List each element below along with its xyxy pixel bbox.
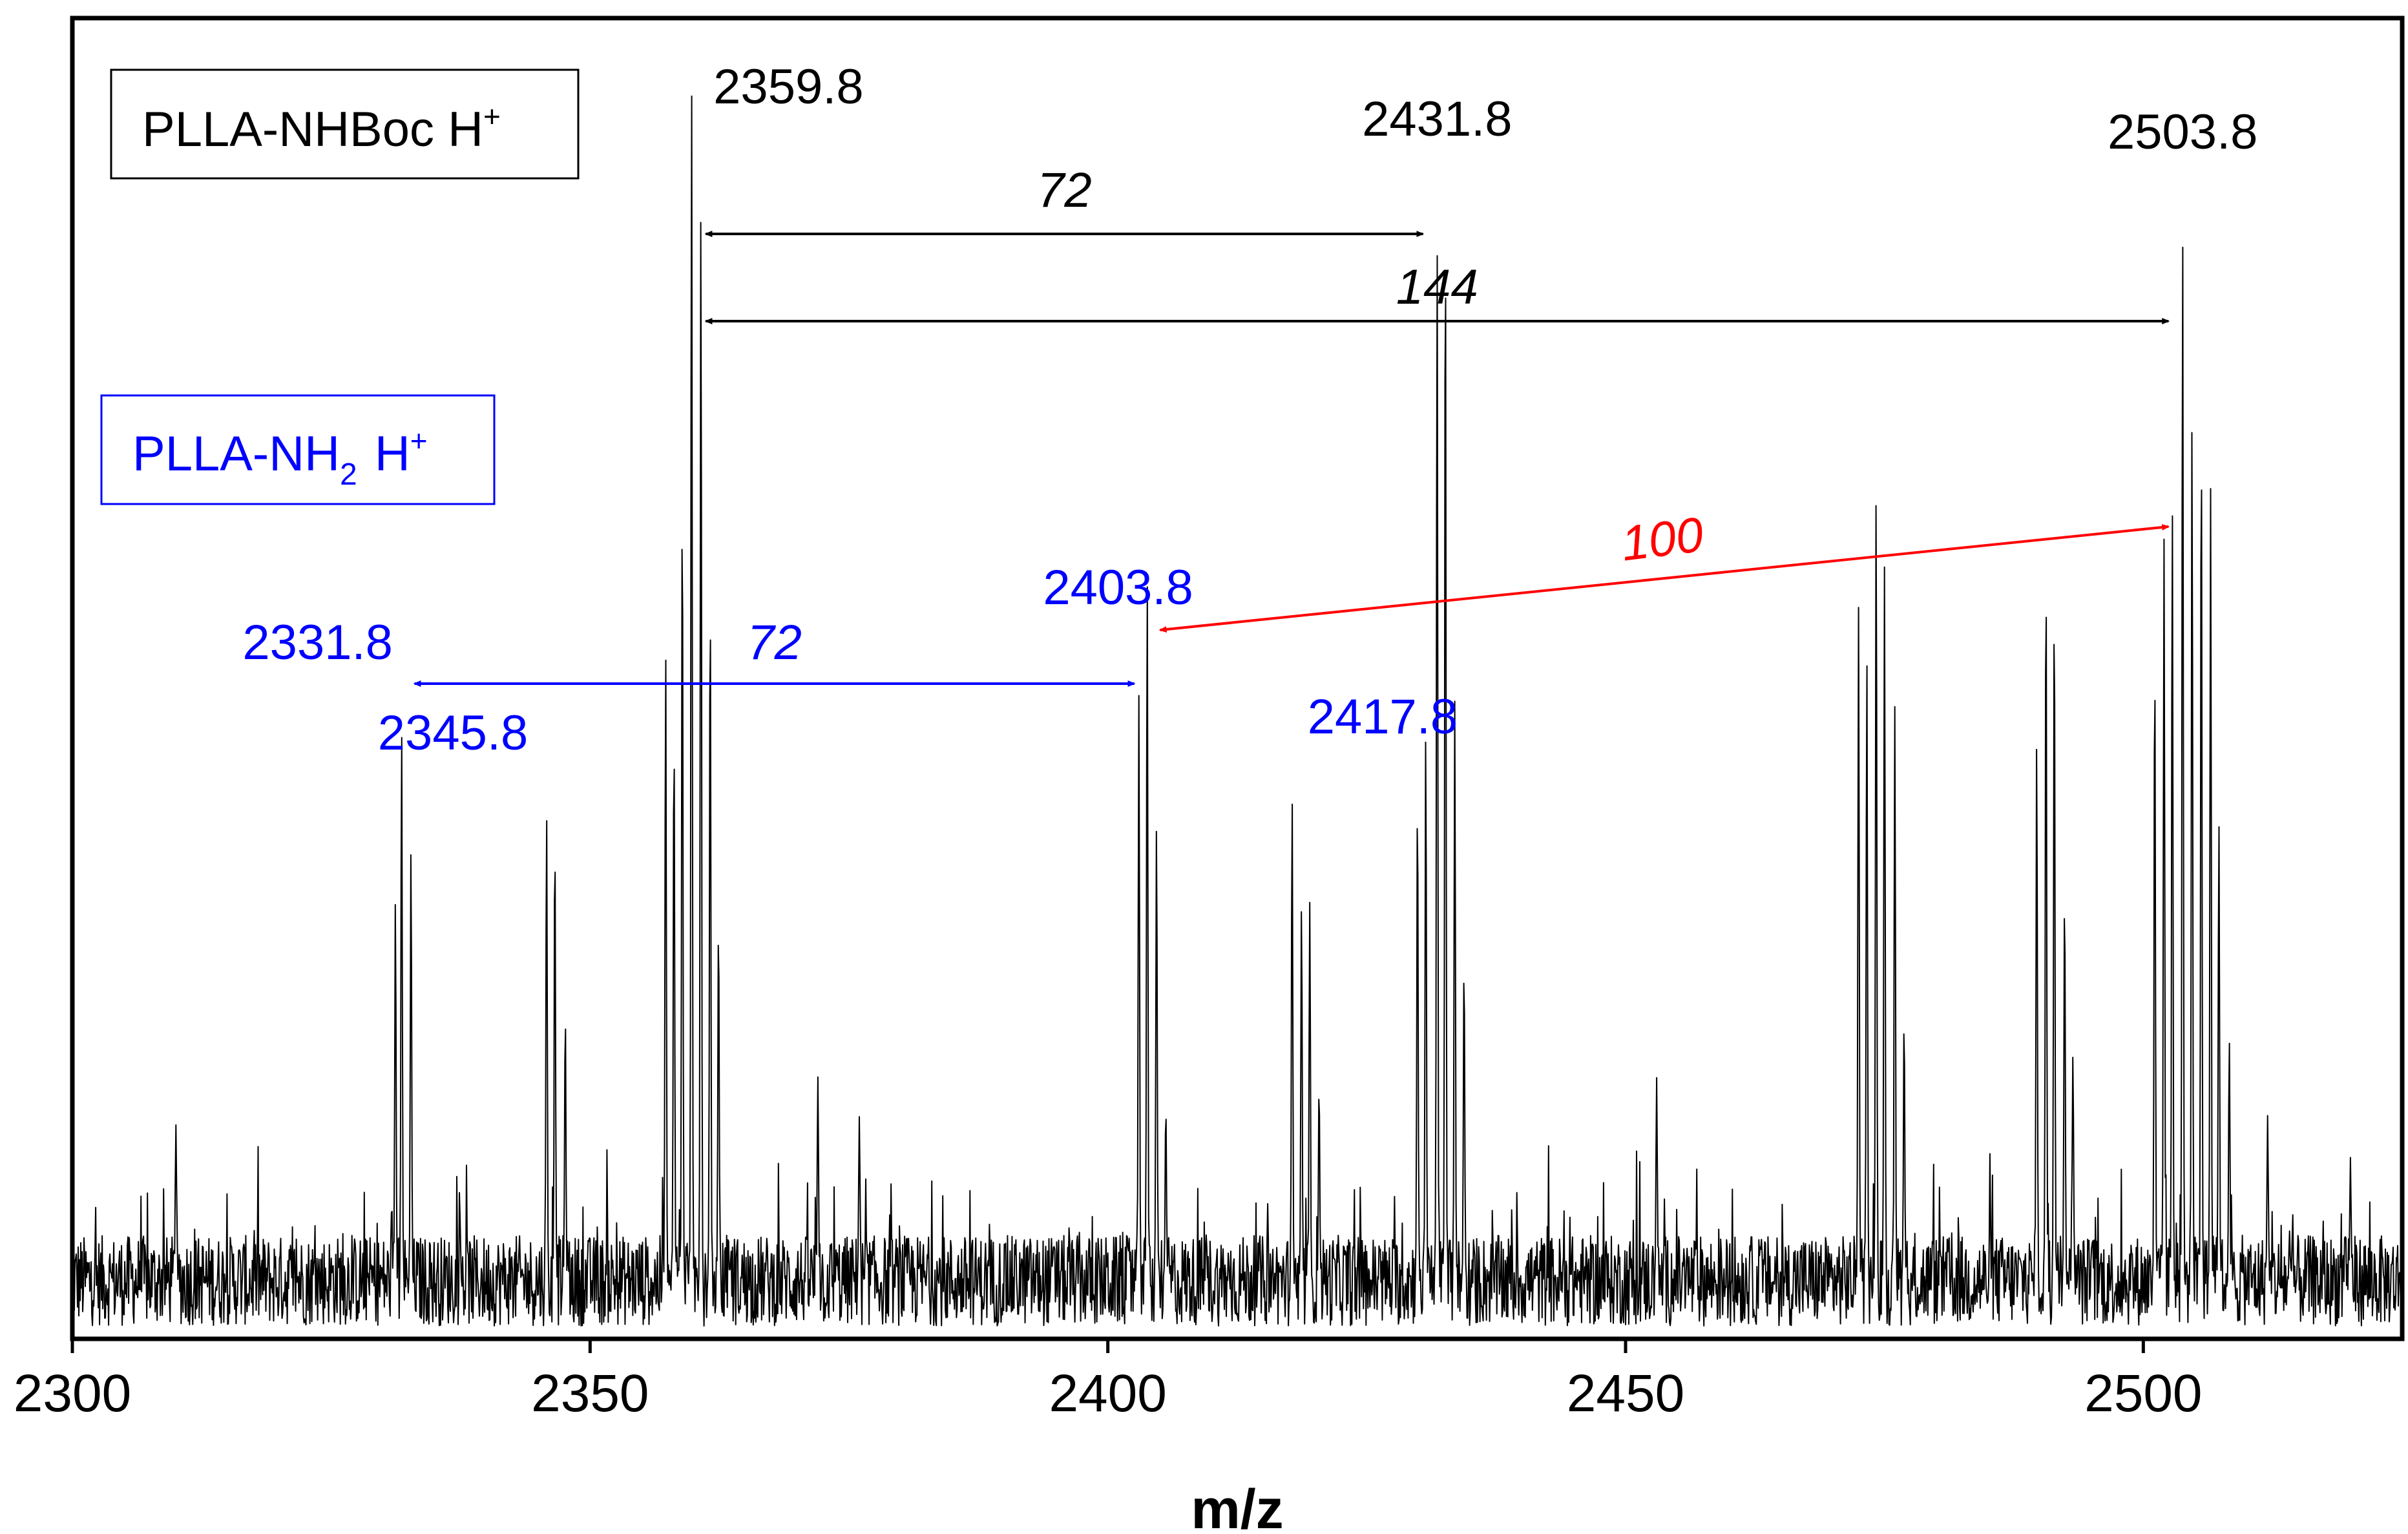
x-tick-label: 2350 — [531, 1364, 649, 1423]
spacing-label: 72 — [1037, 163, 1092, 218]
x-tick-label: 2400 — [1049, 1364, 1166, 1423]
legend-box-plla-nhboc — [110, 68, 580, 180]
peak-label: 2431.8 — [1362, 92, 1512, 147]
legend: PLLA-NHBoc H+ PLLA-NH2 H+ — [100, 68, 580, 505]
peak-label: 2331.8 — [242, 615, 392, 670]
x-tick-label: 2300 — [14, 1364, 131, 1423]
peak-label: 2503.8 — [2108, 105, 2257, 160]
plot-frame — [70, 16, 2405, 1341]
legend-label-plla-nhboc: PLLA-NHBoc H+ — [142, 100, 501, 157]
spacing-arrow — [1158, 524, 2170, 633]
legend-box-plla-nh2 — [100, 394, 496, 505]
legend-label-plla-nh2: PLLA-NH2 H+ — [132, 424, 428, 492]
peak-label: 2359.8 — [713, 59, 863, 114]
peak-labels: 2359.8 2431.8 2503.8 2331.8 2345.8 2403.8 2417… — [242, 59, 2257, 761]
x-tick-label: 2450 — [1567, 1364, 1684, 1423]
spacing-label: 100 — [1618, 507, 1706, 572]
peak-label: 2345.8 — [378, 706, 528, 761]
x-axis: 2300 2350 2400 2450 2500 — [14, 1339, 2203, 1423]
peak-label: 2403.8 — [1043, 560, 1193, 615]
x-tick-label: 2500 — [2084, 1364, 2202, 1423]
spectrum-trace — [72, 95, 2402, 1327]
spacing-arrows: 72 144 72 100 — [413, 163, 2170, 687]
legend-item-plla-nh2: PLLA-NH2 H+ — [100, 394, 496, 505]
spacing-label: 72 — [747, 615, 802, 670]
legend-item-plla-nhboc: PLLA-NHBoc H+ — [110, 68, 580, 180]
peak-label: 2417.8 — [1308, 689, 1458, 744]
spacing-label: 144 — [1396, 260, 1478, 315]
x-axis-label: m/z — [1191, 1478, 1283, 1534]
